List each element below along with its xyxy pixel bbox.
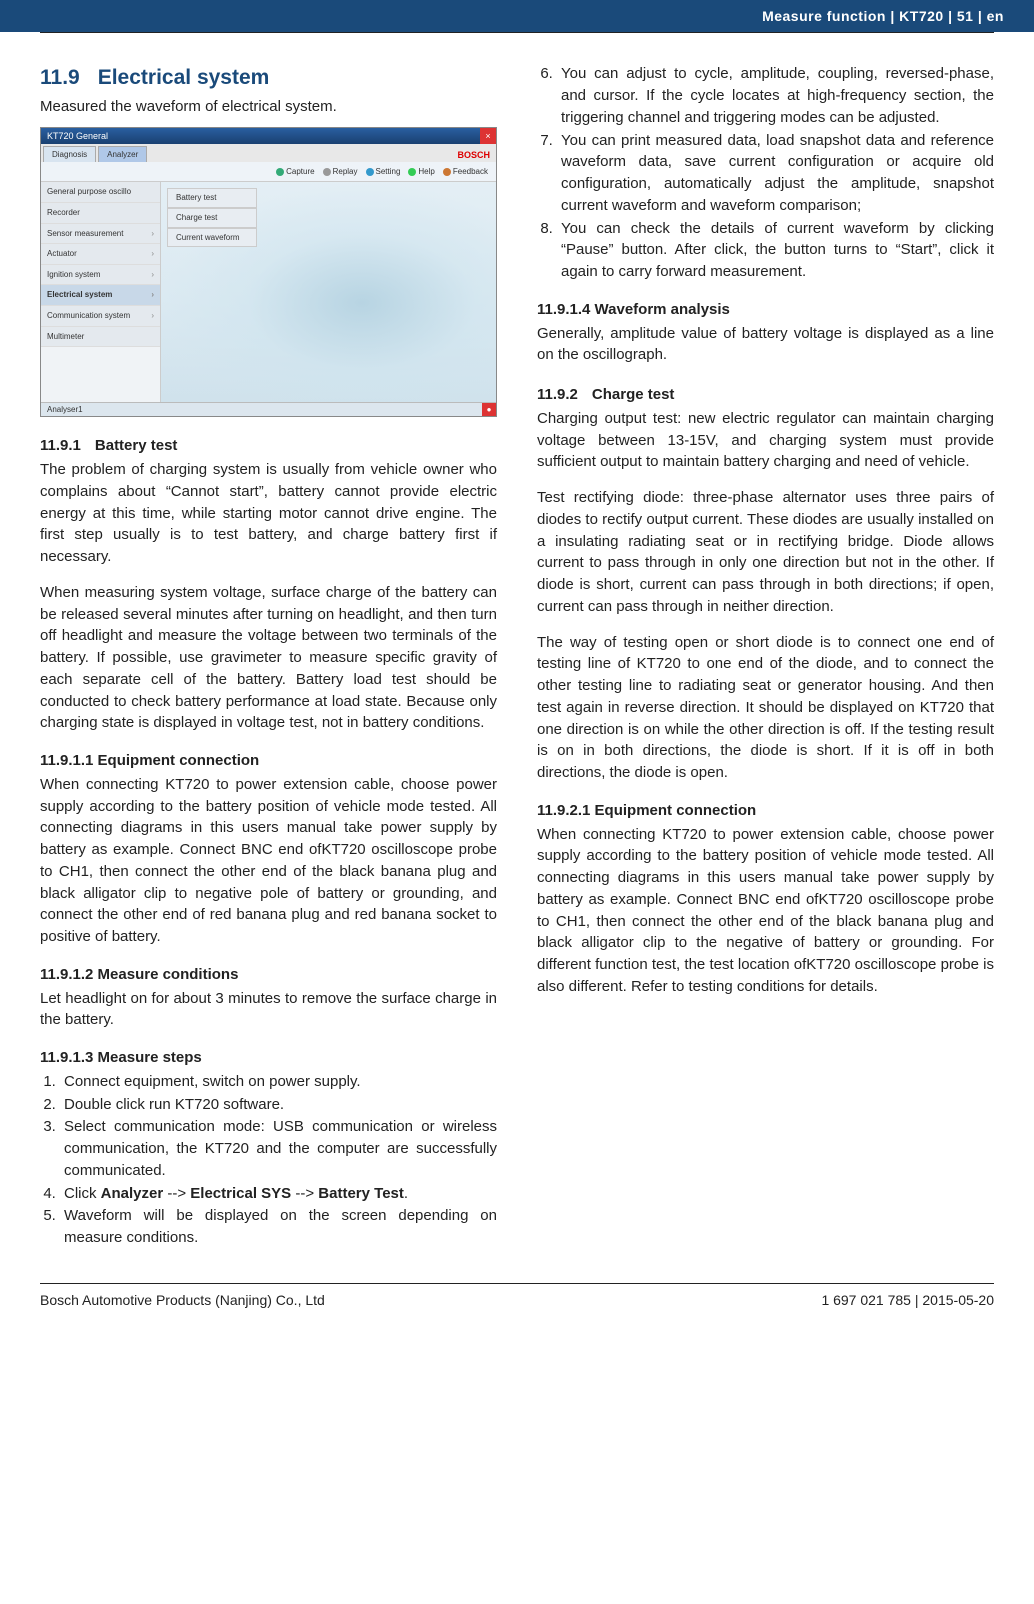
close-icon[interactable]: × — [480, 128, 496, 144]
submenu-current-waveform[interactable]: Current waveform — [167, 228, 257, 248]
page-footer: Bosch Automotive Products (Nanjing) Co.,… — [0, 1290, 1034, 1330]
sidebar-item-ignition[interactable]: Ignition system› — [41, 265, 160, 286]
section-title: Electrical system — [98, 66, 270, 89]
app-body: General purpose oscillo Recorder Sensor … — [41, 182, 496, 402]
heading-11-9-1-4: 11.9.1.4 Waveform analysis — [537, 299, 994, 321]
status-bar: Analyser1 ● — [41, 402, 496, 416]
tab-diagnosis[interactable]: Diagnosis — [43, 146, 96, 163]
window-title: KT720 General — [47, 128, 108, 144]
capture-button[interactable]: Capture — [276, 166, 314, 178]
sidebar-item-multimeter[interactable]: Multimeter — [41, 327, 160, 348]
sidebar-item-actuator[interactable]: Actuator› — [41, 244, 160, 265]
heading-11-9-1: 11.9.1 Battery test — [40, 435, 497, 457]
page-header: Measure function | KT720 | 51 | en — [0, 0, 1034, 32]
page-body: 11.9 Electrical system Measured the wavef… — [0, 33, 1034, 1271]
measure-steps-list-cont: You can adjust to cycle, amplitude, coup… — [537, 63, 994, 283]
heading-text: Battery test — [95, 437, 178, 454]
sidebar: General purpose oscillo Recorder Sensor … — [41, 182, 161, 402]
paragraph: When connecting KT720 to power extension… — [537, 824, 994, 998]
measure-steps-list: Connect equipment, switch on power suppl… — [40, 1071, 497, 1249]
footer-left: Bosch Automotive Products (Nanjing) Co.,… — [40, 1290, 325, 1310]
sidebar-item-sensor[interactable]: Sensor measurement› — [41, 224, 160, 245]
help-button[interactable]: Help — [408, 166, 434, 178]
paragraph: When connecting KT720 to power extension… — [40, 774, 497, 948]
chevron-right-icon: › — [151, 310, 154, 322]
right-column: You can adjust to cycle, amplitude, coup… — [537, 63, 994, 1261]
list-item: Double click run KT720 software. — [60, 1094, 497, 1116]
paragraph: Let headlight on for about 3 minutes to … — [40, 988, 497, 1032]
section-number: 11.9 — [40, 66, 80, 89]
submenu-battery-test[interactable]: Battery test — [167, 188, 257, 208]
toolbar: Capture Replay Setting Help Feedback — [41, 162, 496, 182]
left-column: 11.9 Electrical system Measured the wavef… — [40, 63, 497, 1261]
list-item: You can check the details of current wav… — [557, 218, 994, 283]
status-text: Analyser1 — [47, 403, 83, 416]
sidebar-item-recorder[interactable]: Recorder — [41, 203, 160, 224]
list-item: Connect equipment, switch on power suppl… — [60, 1071, 497, 1093]
submenu: Battery test Charge test Current wavefor… — [167, 188, 257, 247]
chevron-right-icon: › — [151, 269, 154, 281]
main-tabs: Diagnosis Analyzer BOSCH — [41, 144, 496, 162]
bottom-rule — [40, 1283, 994, 1284]
sidebar-item-electrical[interactable]: Electrical system› — [41, 285, 160, 306]
list-item: You can print measured data, load snapsh… — [557, 130, 994, 217]
chevron-right-icon: › — [151, 228, 154, 240]
paragraph: Generally, amplitude value of battery vo… — [537, 323, 994, 367]
brand-logo: BOSCH — [457, 149, 496, 162]
paragraph: Charging output test: new electric regul… — [537, 408, 994, 473]
list-item: Click Analyzer --> Electrical SYS --> Ba… — [60, 1183, 497, 1205]
main-panel: Battery test Charge test Current wavefor… — [161, 182, 496, 402]
heading-number: 11.9.2 — [537, 386, 578, 403]
paragraph: The way of testing open or short diode i… — [537, 632, 994, 784]
feedback-button[interactable]: Feedback — [443, 166, 488, 178]
paragraph: When measuring system voltage, surface c… — [40, 582, 497, 734]
list-item: You can adjust to cycle, amplitude, coup… — [557, 63, 994, 128]
footer-right: 1 697 021 785 | 2015-05-20 — [821, 1290, 994, 1310]
paragraph: Test rectifying diode: three-phase alter… — [537, 487, 994, 618]
list-item: Select communication mode: USB communica… — [60, 1116, 497, 1181]
record-icon[interactable]: ● — [482, 403, 496, 416]
section-subtitle: Measured the waveform of electrical syst… — [40, 96, 497, 118]
heading-11-9-1-3: 11.9.1.3 Measure steps — [40, 1047, 497, 1069]
section-heading: 11.9 Electrical system — [40, 63, 497, 93]
heading-11-9-1-1: 11.9.1.1 Equipment connection — [40, 750, 497, 772]
replay-button[interactable]: Replay — [323, 166, 358, 178]
tab-analyzer[interactable]: Analyzer — [98, 146, 147, 163]
heading-text: Charge test — [592, 386, 675, 403]
submenu-charge-test[interactable]: Charge test — [167, 208, 257, 228]
window-titlebar: KT720 General × — [41, 128, 496, 144]
sidebar-item-oscillo[interactable]: General purpose oscillo — [41, 182, 160, 203]
heading-11-9-2-1: 11.9.2.1 Equipment connection — [537, 800, 994, 822]
chevron-right-icon: › — [151, 289, 154, 301]
heading-11-9-1-2: 11.9.1.2 Measure conditions — [40, 964, 497, 986]
app-screenshot: KT720 General × Diagnosis Analyzer BOSCH… — [40, 127, 497, 417]
setting-button[interactable]: Setting — [366, 166, 401, 178]
list-item: Waveform will be displayed on the screen… — [60, 1205, 497, 1249]
chevron-right-icon: › — [151, 248, 154, 260]
paragraph: The problem of charging system is usuall… — [40, 459, 497, 568]
sidebar-item-communication[interactable]: Communication system› — [41, 306, 160, 327]
heading-number: 11.9.1 — [40, 437, 81, 454]
heading-11-9-2: 11.9.2 Charge test — [537, 384, 994, 406]
